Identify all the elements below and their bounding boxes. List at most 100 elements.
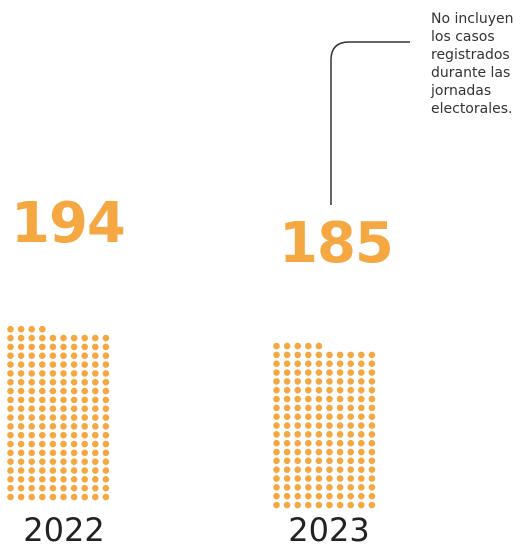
unit-dot [273,351,280,359]
unit-dot [60,449,67,457]
unit-dot [347,386,355,394]
unit-dot [39,440,46,448]
unit-dot [368,431,376,438]
unit-dot [7,484,14,492]
unit-dot [70,343,78,351]
unit-dot [315,475,323,482]
unit-dot [368,492,376,500]
unit-dot [60,387,67,395]
unit-dot [315,386,323,394]
unit-dot [305,431,312,438]
unit-dot [102,343,110,351]
unit-dot [49,423,57,430]
unit-dot [92,334,99,342]
unit-dot [7,370,14,377]
unit-dot [336,360,344,368]
unit-dot [17,370,25,377]
unit-dot [102,361,110,368]
annotation-note-line: registrados [431,47,510,63]
unit-dot [315,431,323,438]
unit-dot [92,440,99,448]
unit-dot [283,431,291,438]
unit-dot [283,475,291,482]
unit-dot [283,378,291,385]
unit-dot [294,439,302,447]
unit-dot [305,369,312,376]
unit-dot [358,378,365,385]
unit-dot [49,396,57,404]
unit-dot [326,422,333,429]
unit-dot [28,361,35,368]
unit-dot [347,457,355,465]
unit-dot [326,492,333,500]
unit-dot [28,334,35,342]
unit-dot [39,458,46,465]
unit-dot [273,466,280,473]
unit-dot [7,414,14,421]
unit-dot [92,361,99,368]
annotation-note-line: No incluyen [431,11,513,27]
unit-dot [17,334,25,342]
unit-dot [368,395,376,403]
unit-dot [294,422,302,429]
unit-dot [39,352,46,360]
unit-dot [28,414,35,421]
unit-dot [70,431,78,439]
unit-dot [294,448,302,456]
unit-dot [70,370,78,377]
unit-dot [102,467,110,474]
unit-dot [81,334,88,342]
unit-dot [294,413,302,421]
unit-dot [336,413,344,421]
unit-dot [70,458,78,465]
unit-dot [7,493,14,501]
unit-dot [81,484,88,492]
unit-dot [39,414,46,421]
unit-dot [294,386,302,394]
unit-dot [17,493,25,501]
unit-dot [60,352,67,360]
unit-dot [49,431,57,439]
unit-dot [368,404,376,412]
unit-dot [336,492,344,500]
unit-dot [17,325,25,333]
unit-dot [92,458,99,465]
unit-dot [315,457,323,465]
unit-dot [358,386,365,394]
unit-dot [294,360,302,368]
unit-dot [336,404,344,412]
unit-dot [283,413,291,421]
value-label: 194 [11,191,125,256]
unit-dot [358,369,365,376]
unit-dot [368,422,376,429]
unit-dot [102,484,110,492]
unit-dot [358,448,365,456]
unit-dot [273,484,280,491]
unit-dot [60,440,67,448]
unit-dot [294,369,302,376]
unit-dot [273,378,280,385]
unit-dot [28,378,35,386]
unit-dot [326,475,333,482]
unit-dot [7,334,14,342]
unit-dot [368,351,376,359]
unit-dot [358,475,365,482]
unit-dot [326,457,333,465]
unit-dot [60,414,67,421]
unit-dot [368,457,376,465]
unit-dot [92,405,99,413]
unit-dot [358,351,365,359]
unit-dot [81,405,88,413]
unit-dot [305,422,312,429]
unit-dot [283,492,291,500]
unit-dot [70,467,78,474]
unit-dot [315,422,323,429]
unit-dot [305,378,312,385]
unit-dot [81,343,88,351]
unit-dot [347,484,355,491]
unit-dot [92,343,99,351]
unit-dot [305,395,312,403]
unit-dot [283,360,291,368]
unit-dot [81,476,88,483]
unit-dot [326,360,333,368]
